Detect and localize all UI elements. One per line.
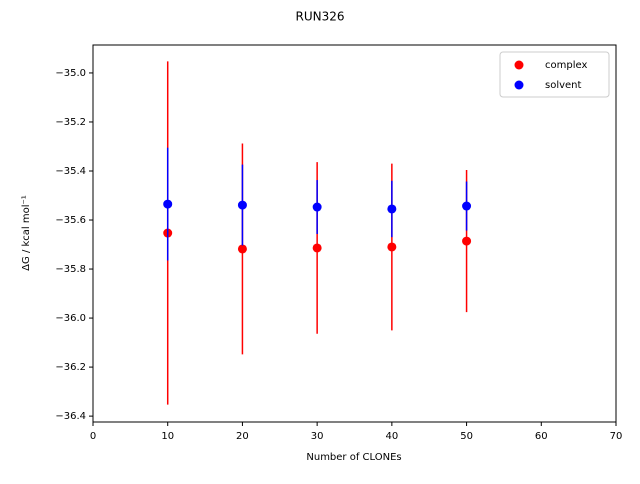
plot-frame [92,44,617,423]
x-tick-label: 70 [610,431,623,442]
data-point [462,201,472,211]
data-point [312,202,322,212]
y-tick-label: −35.6 [55,215,86,226]
data-point [163,199,173,209]
y-tick-label: −35.0 [55,68,86,79]
y-tick-label: −36.2 [55,362,86,373]
y-tick-label: −35.2 [55,117,86,128]
y-tick-label: −36.4 [55,411,86,422]
x-tick-label: 0 [90,431,96,442]
chart-title: RUN326 [295,10,344,24]
y-tick-label: −36.0 [55,313,86,324]
x-tick-label: 30 [311,431,324,442]
x-tick-label: 50 [460,431,473,442]
x-tick-label: 60 [535,431,548,442]
legend-marker [514,80,524,90]
data-point [237,244,247,254]
data-point [237,200,247,210]
y-axis-label: ΔG / kcal mol⁻¹ [21,195,32,271]
x-tick-label: 10 [161,431,174,442]
data-point [387,242,397,252]
legend-box [499,51,610,98]
data-point [387,204,397,214]
x-axis-label: Number of CLONEs [306,452,401,463]
legend-label: complex [545,60,587,71]
data-point [312,243,322,253]
x-tick-label: 20 [236,431,249,442]
legend-marker [514,60,524,70]
y-tick-label: −35.8 [55,264,86,275]
data-point [462,236,472,246]
legend-label: solvent [545,80,582,91]
y-tick-label: −35.4 [55,166,86,177]
x-tick-label: 40 [385,431,398,442]
